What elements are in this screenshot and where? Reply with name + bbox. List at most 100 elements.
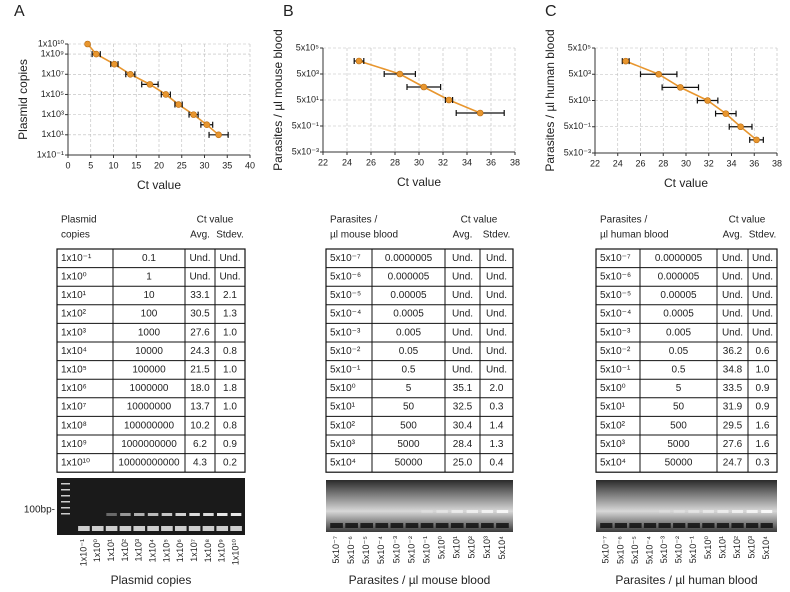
y-tick-label: 1x10⁷ [41, 69, 64, 79]
point [722, 110, 730, 117]
table-col-header: Avg. [723, 230, 743, 241]
table-cell: 1x10⁸ [61, 420, 87, 431]
gel-lane-label: 5x10¹ [452, 536, 462, 559]
gel-x-label: Parasites / µl human blood [615, 573, 757, 587]
table-cell: 1.8 [223, 383, 237, 394]
table-cell: 100 [141, 309, 158, 320]
x-axis-label: Ct value [664, 176, 708, 190]
table-cell: 5x10¹ [600, 402, 626, 413]
table-cell: 0.005 [396, 327, 421, 338]
table-cell: Und. [486, 346, 507, 357]
gel-lane-label: 5x10² [467, 536, 477, 559]
gel-dimer [716, 523, 730, 528]
point [84, 40, 91, 48]
gel-lane-label: 1x10⁰ [92, 539, 102, 563]
gel-lane-label: 5x10⁻⁶ [346, 536, 356, 564]
table-cell: 2.0 [490, 383, 504, 394]
table-header: Plasmid [61, 215, 97, 226]
gel-lane-label: 5x10⁰ [703, 536, 713, 560]
gel-lane-label: 5x10⁻² [674, 536, 684, 563]
gel-lane-label: 1x10⁸ [203, 539, 213, 563]
table-cell: Und. [486, 290, 507, 301]
table-cell: 500 [400, 420, 417, 431]
table-cell: 1.0 [223, 365, 237, 376]
gel-dimer [760, 523, 773, 528]
x-axis-label: Ct value [397, 175, 441, 189]
x-tick-label: 24 [613, 158, 623, 168]
point [146, 81, 154, 88]
table-cell: Und. [452, 309, 473, 320]
gel-lane-label: 5x10⁻¹ [688, 536, 698, 563]
table-cell: 36.2 [723, 346, 743, 357]
point [737, 123, 744, 131]
point [420, 83, 428, 91]
y-tick-label: 5x10⁻³ [292, 146, 319, 156]
table-cell: 30.5 [190, 309, 210, 320]
gel-dimer [161, 526, 173, 531]
table-cell: 5x10⁻⁴ [330, 309, 361, 320]
table-cell: 1.0 [223, 402, 237, 413]
table-cell: Und. [722, 290, 743, 301]
table-cell: 5x10⁻³ [600, 327, 631, 338]
table-cell: Und. [486, 327, 507, 338]
y-tick-label: 1x10³ [41, 109, 64, 119]
point [704, 97, 711, 104]
table-cell: 31.9 [723, 402, 743, 413]
table-col-header: Avg. [190, 230, 210, 241]
gel-lane-label: 5x10⁻⁴ [644, 536, 654, 564]
gel-band [230, 513, 242, 516]
table-cell: 0.005 [666, 327, 691, 338]
gel-band [203, 513, 214, 516]
x-tick-label: 30 [681, 158, 691, 168]
table-cell: 5x10⁻⁴ [600, 309, 631, 320]
point [111, 60, 118, 68]
gel-dimer [188, 526, 201, 531]
table-cell: Und. [752, 327, 773, 338]
table-cell: 50 [673, 402, 685, 413]
ladder-band [61, 501, 70, 503]
gel-dimer [731, 523, 744, 528]
table-cell: Und. [722, 253, 743, 264]
x-axis-label: Ct value [137, 178, 181, 192]
x-tick-label: 28 [390, 157, 400, 167]
table-cell: 1.3 [490, 439, 504, 450]
table-cell: 5x10⁻³ [330, 327, 361, 338]
table-cell: 5 [676, 383, 682, 394]
table-cell: 0.5 [402, 365, 416, 376]
x-tick-label: 0 [65, 160, 70, 170]
table-cell: Und. [452, 253, 473, 264]
table-cell: 1x10² [61, 309, 87, 320]
gel-dimer [133, 526, 146, 531]
gel-x-label: Plasmid copies [111, 573, 192, 587]
table-cell: 0.0005 [393, 309, 424, 320]
ladder-band [61, 513, 70, 515]
x-tick-label: 30 [199, 160, 209, 170]
table-header: copies [61, 230, 90, 241]
table-cell: 5x10⁻² [330, 346, 361, 357]
y-tick-label: 5x10¹ [296, 94, 319, 104]
y-tick-label: 5x10¹ [568, 95, 591, 105]
point [162, 91, 170, 98]
ladder-band [61, 507, 70, 509]
gel-dimer [105, 526, 118, 531]
table-cell: Und. [219, 272, 240, 283]
table-cell: 5x10⁴ [600, 458, 626, 469]
table-cell: 0.1 [142, 253, 156, 264]
table-cell: Und. [752, 253, 773, 264]
gel-band [421, 510, 433, 513]
table-cell: 5x10⁻² [600, 346, 631, 357]
y-tick-label: 5x10⁻³ [564, 147, 591, 157]
y-axis-label: Parasites / µl human blood [543, 29, 557, 171]
gel-band [120, 513, 131, 516]
table-cell: 0.6 [756, 346, 770, 357]
gel-lane-label: 5x10⁻⁷ [331, 536, 341, 564]
table-cell: Und. [189, 253, 210, 264]
table-cell: 0.8 [223, 346, 237, 357]
table-cell: Und. [486, 309, 507, 320]
panel-label: A [14, 3, 25, 20]
gel-dimer [746, 523, 759, 528]
x-tick-label: 36 [749, 158, 759, 168]
table-cell: 1x10³ [61, 327, 87, 338]
table-cell: 0.00005 [390, 290, 427, 301]
